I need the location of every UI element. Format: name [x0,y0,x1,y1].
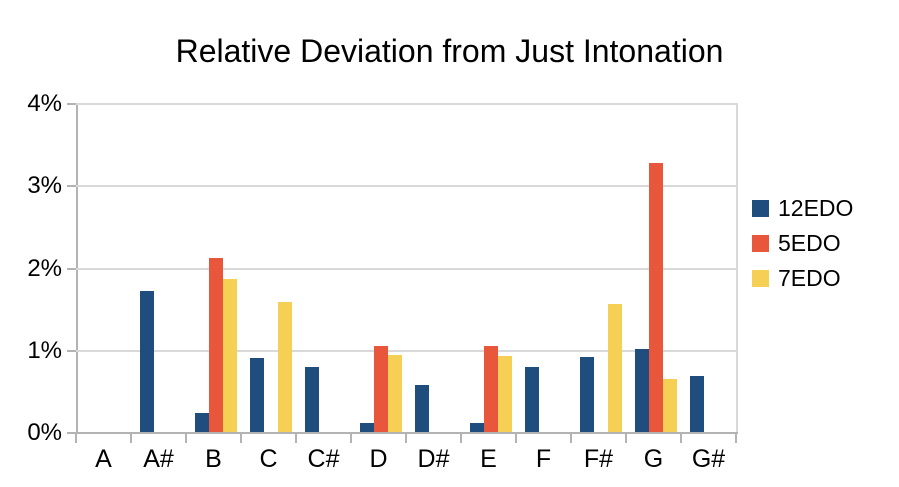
bar-7edo-e [497,355,512,432]
legend-item-7edo: 7EDO [752,266,841,290]
y-tick-3pct [67,185,76,188]
x-tick-6 [405,434,407,443]
x-tick-label-f: F [535,445,552,473]
legend-swatch-icon-7edo [752,269,769,287]
x-tick-label-g: G [643,445,664,473]
gridline-1pct [76,349,738,352]
legend-label-12edo: 12EDO [778,195,854,221]
legend-item-12edo: 12EDO [752,196,853,220]
bar-7edo-d [387,354,402,432]
bar-7edo-b [222,279,237,432]
x-tick-9 [570,434,572,443]
x-tick-4 [295,434,297,443]
x-tick-label-d#: D# [417,445,450,473]
bar-12edo-g [634,348,649,432]
bar-12edo-c# [304,367,319,432]
bar-12edo-e [469,422,484,432]
bar-7edo-c [277,302,292,432]
bar-12edo-b [194,413,209,432]
bar-5edo-d [373,346,388,432]
y-tick-4pct [67,103,76,105]
x-tick-label-d: D [369,445,388,473]
x-tick-label-e: E [480,445,497,473]
bar-12edo-c [249,357,264,432]
legend-label-5edo: 5EDO [778,230,841,256]
x-tick-label-g#: G# [691,445,726,473]
chart-title: Relative Deviation from Just Intonation [175,33,724,69]
x-axis-line [76,432,738,434]
y-tick-label-3pct: 3% [27,172,62,200]
y-tick-label-2pct: 2% [27,254,62,282]
x-tick-1 [130,434,132,443]
bar-12edo-g# [689,376,704,432]
x-tick-2 [185,434,187,443]
x-tick-5 [350,434,352,443]
y-tick-0pct [67,432,76,434]
x-tick-11 [680,434,682,443]
bar-5edo-g [648,163,663,432]
x-tick-label-c#: C# [307,445,340,473]
plot-area [76,103,738,434]
gridline-3pct [76,185,738,188]
bar-12edo-a# [139,291,154,432]
x-tick-0 [75,434,77,443]
y-tick-2pct [67,267,76,270]
y-tick-label-1pct: 1% [27,336,62,364]
x-tick-label-a: A [95,445,112,473]
bar-5edo-e [483,345,498,432]
x-tick-12 [735,434,737,443]
x-tick-label-a#: A# [143,445,174,473]
bar-7edo-f# [607,303,622,432]
bar-5edo-b [208,258,223,432]
bar-12edo-f [524,367,539,432]
legend-swatch-icon-12edo [752,199,769,217]
x-tick-7 [460,434,462,443]
y-tick-label-4pct: 4% [27,90,62,117]
x-tick-8 [515,434,517,443]
gridline-4pct [76,103,738,105]
x-tick-label-f#: F# [583,445,614,473]
bar-12edo-d [359,422,374,432]
y-tick-1pct [67,349,76,352]
x-tick-label-c: C [259,445,278,473]
bar-12edo-f# [579,357,594,432]
gridline-2pct [76,267,738,270]
x-tick-3 [240,434,242,443]
y-tick-label-0pct: 0% [27,419,62,446]
legend-label-7edo: 7EDO [778,265,841,291]
x-tick-10 [625,434,627,443]
legend-item-5edo: 5EDO [752,231,841,255]
bar-7edo-g [662,379,677,432]
bar-12edo-d# [414,385,429,432]
x-tick-label-b: B [205,445,222,473]
legend-swatch-icon-5edo [752,234,769,252]
